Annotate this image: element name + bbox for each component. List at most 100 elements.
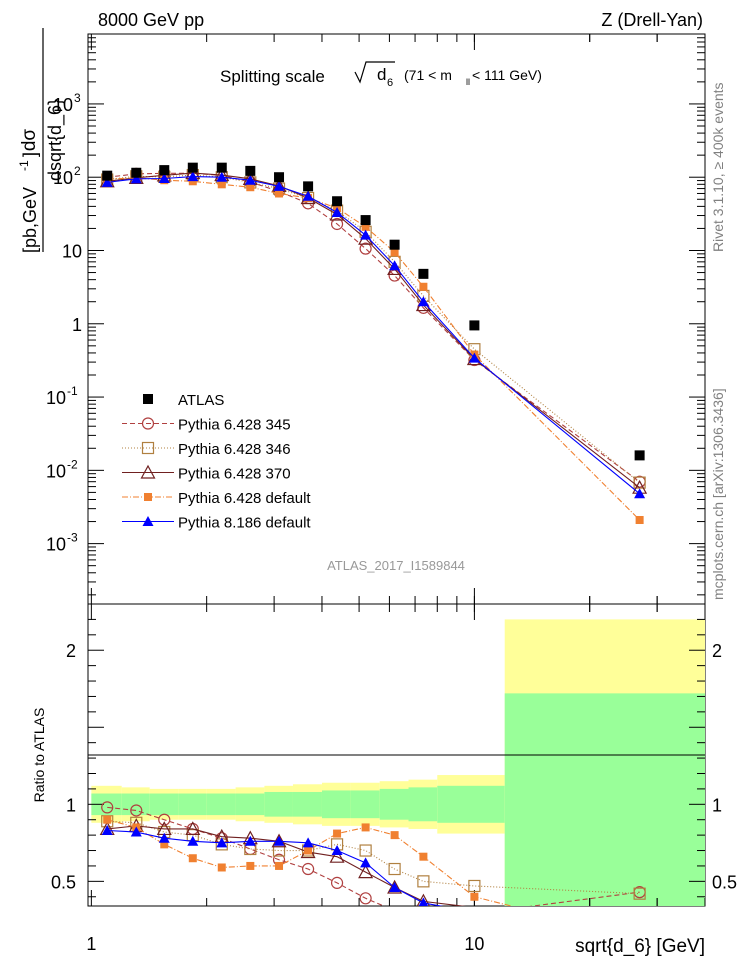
ratio-point	[160, 840, 169, 849]
legend-label: Pythia 6.428 default	[178, 490, 311, 507]
atlas-point	[418, 268, 429, 279]
plot-title: Splitting scale d 6 (71 < m ll < 111 GeV…	[220, 61, 542, 89]
ratio-point	[470, 892, 479, 901]
ratio-line	[107, 829, 444, 906]
stat-band-bin	[379, 788, 409, 820]
ratio-ylabel: Ratio to ATLAS	[31, 708, 47, 803]
ratio-point	[273, 835, 285, 846]
ylabel-units-sup: -1	[17, 160, 31, 171]
series-point	[388, 269, 401, 282]
atlas-point	[303, 181, 314, 192]
stat-band-bin	[292, 791, 322, 817]
ratio-point	[358, 864, 374, 879]
legend-marker	[141, 417, 155, 430]
ylabel-num: dσ	[19, 129, 40, 152]
title-cut-pre: (71 < m	[404, 67, 452, 83]
ratio-point	[216, 837, 228, 848]
series-point	[633, 476, 646, 489]
legend-marker	[141, 441, 155, 455]
y-tick-label: 10	[53, 95, 73, 115]
ratio-y-tick-label: 1	[66, 795, 76, 815]
ratio-y-tick-label: 0.5	[51, 872, 76, 892]
rivet-label: Rivet 3.1.10, ≥ 400k events	[710, 82, 726, 252]
series-point	[468, 352, 480, 363]
ratio-line	[107, 806, 640, 906]
series-point	[244, 174, 256, 185]
title-cut-sub: ll	[466, 77, 470, 87]
series-point	[302, 190, 314, 201]
atlas-point	[187, 162, 198, 173]
y-tick-label: 10	[46, 461, 66, 481]
y-tick-exponent: -3	[67, 531, 78, 545]
ratio-point	[359, 844, 372, 857]
y-tick-label: 10	[46, 535, 66, 555]
stat-band-bin	[149, 793, 179, 816]
y-tick-exponent: 3	[74, 91, 81, 105]
ratio-point	[387, 879, 403, 894]
ratio-point	[217, 863, 226, 872]
legend-atlas-marker	[143, 394, 153, 404]
series-point	[331, 206, 343, 217]
title-var: d	[377, 65, 386, 84]
series-point	[389, 260, 401, 271]
ratio-point	[301, 862, 315, 876]
series-point	[216, 171, 228, 182]
series-point	[101, 176, 113, 187]
main-ylabel: dσ dsqrt{d_6}	[19, 28, 66, 252]
ratio-point	[185, 821, 201, 836]
atlas-point	[332, 196, 343, 207]
stat-band-bin	[504, 693, 705, 906]
atlas-point	[216, 162, 227, 173]
series-point	[330, 217, 344, 231]
stat-band-bin	[350, 790, 380, 819]
series-line	[107, 176, 640, 495]
mcplots-label: mcplots.cern.ch [arXiv:1306.3436]	[710, 388, 726, 600]
ratio-point	[390, 831, 399, 840]
atlas-point	[131, 167, 142, 178]
y-tick-exponent: -1	[67, 384, 78, 398]
ratio-point	[417, 875, 430, 888]
series-point	[417, 296, 429, 307]
y-tick-label: 10	[53, 168, 73, 188]
series-point	[361, 222, 370, 231]
legend-marker	[140, 464, 156, 479]
series-point	[273, 180, 285, 191]
legend-atlas-label: ATLAS	[178, 392, 224, 409]
ratio-point	[633, 887, 646, 900]
atlas-point	[389, 239, 400, 250]
x-tick-label: 1	[86, 934, 96, 954]
ratio-point	[158, 832, 170, 843]
ratio-point	[101, 825, 113, 835]
ylabel-units-group: [pb,GeV -1 ]	[17, 152, 40, 253]
process-label: Z (Drell-Yan)	[601, 10, 703, 30]
y-tick-exponent: -2	[67, 457, 78, 471]
series-point	[390, 248, 399, 257]
ratio-y-tick-label-right: 1	[712, 795, 722, 815]
ylabel-units: [pb,GeV	[20, 187, 40, 253]
series-point	[187, 171, 199, 182]
ratio-point	[329, 848, 345, 863]
atlas-point	[634, 450, 645, 461]
ratio-point	[389, 882, 401, 893]
legend-label: Pythia 8.186 default	[178, 515, 311, 532]
series-line	[107, 174, 640, 484]
series-point	[359, 242, 372, 255]
x-axis-label: sqrt{d_6} [GeV]	[575, 936, 705, 957]
ratio-point	[188, 854, 197, 863]
y-tick-exponent: 2	[74, 164, 81, 178]
ratio-y-tick-label-right: 2	[712, 641, 722, 661]
ratio-point	[419, 852, 428, 861]
ratio-point	[244, 835, 256, 846]
series-line	[107, 172, 640, 483]
ratio-line	[107, 819, 514, 906]
rivet-label-group: Rivet 3.1.10, ≥ 400k events	[710, 82, 726, 252]
stat-band-bin	[178, 793, 207, 816]
ratio-point	[304, 846, 313, 855]
series-point	[217, 180, 226, 189]
ratio-point	[275, 861, 284, 870]
series-point	[419, 282, 428, 291]
ratio-point	[130, 826, 142, 837]
sqrt-sign-icon	[354, 61, 395, 84]
